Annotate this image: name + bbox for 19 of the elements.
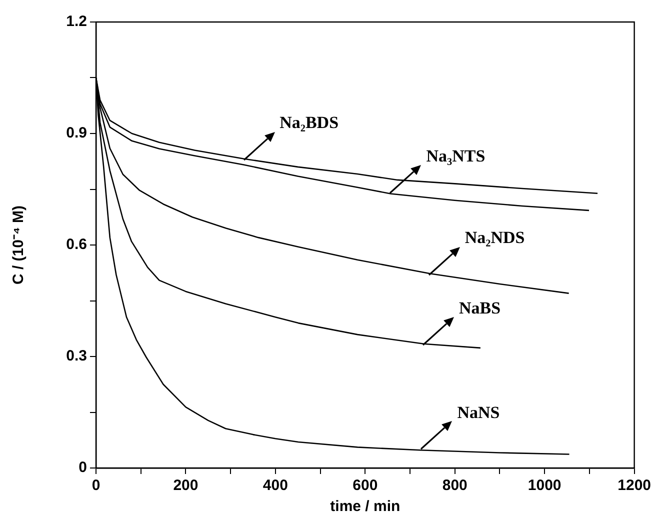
- y-tick-label: 0.6: [66, 236, 87, 254]
- x-tick-label: 1200: [618, 477, 652, 494]
- y-tick-label: 0: [78, 459, 87, 476]
- y-tick-label: 1.2: [66, 13, 87, 30]
- annotation: NaNS: [457, 402, 500, 422]
- y-tick-label: 0.3: [66, 348, 87, 365]
- x-tick-label: 800: [442, 477, 468, 494]
- annotation: Na₂BDS: [280, 112, 339, 132]
- y-tick-label: 0.9: [66, 124, 87, 142]
- annotation: NaBS: [459, 298, 501, 318]
- x-tick-label: 400: [262, 477, 288, 494]
- x-axis-title: time / min: [330, 498, 400, 516]
- x-tick-label: 200: [173, 477, 198, 494]
- annotation: Na₃NTS: [426, 146, 486, 166]
- y-axis-title: C / (10⁻⁴ M): [10, 205, 28, 285]
- x-tick-label: 600: [352, 477, 378, 494]
- x-tick-label: 0: [92, 477, 100, 494]
- annotation: Na₂NDS: [464, 228, 525, 248]
- x-tick-label: 1000: [528, 477, 562, 494]
